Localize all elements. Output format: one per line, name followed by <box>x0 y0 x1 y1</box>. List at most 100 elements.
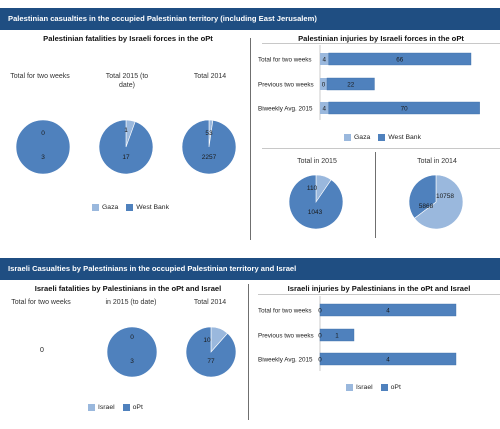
injury-totals-divider <box>375 152 376 238</box>
isr-inj-label-dark-0: 4 <box>386 307 390 314</box>
pal-fat-pie2-label: Total 2015 (to date) <box>105 73 149 89</box>
legend-swatch-dark <box>380 384 388 391</box>
section1-vertical-divider <box>250 38 251 240</box>
pal-inj-total2014-label: Total in 2014 <box>417 158 457 165</box>
legend-swatch-dark <box>126 204 134 211</box>
pal-inj-bar-dark-0 <box>328 52 472 66</box>
pal-inj-pie2014-slice-1 <box>408 174 437 219</box>
pal-fat-legend: Gaza West Bank <box>92 204 177 211</box>
pal-inj-category-2: Biweekly Avg. 2015 <box>258 106 313 113</box>
isr-fat-pie3-label: Total 2014 <box>193 299 227 306</box>
isr-inj-label-dark-2: 4 <box>386 356 390 363</box>
pal-fat-pie1-value-0: 0 <box>41 130 45 137</box>
pal-fat-pie2-value-0: 1 <box>124 127 128 134</box>
pal-fatalities-title: Palestinian fatalities by Israeli forces… <box>43 34 213 43</box>
pal-inj-pie2014-value-0: 10758 <box>436 193 454 200</box>
pal-inj-pie2014-slice-0 <box>414 174 464 230</box>
legend-israel-inj-label: Israel <box>356 384 373 391</box>
legend-opt: oPt <box>122 404 143 411</box>
pal-inj-bar-dark-2 <box>328 101 480 115</box>
isr-inj-category-1: Previous two weeks <box>258 333 314 340</box>
pal-inj-bar-light-0 <box>320 53 329 65</box>
pal-inj-total2015-label: Total in 2015 <box>297 158 337 165</box>
pal-injuries-title: Palestinian injuries by Israeli forces i… <box>298 34 464 43</box>
legend-opt-inj-label: oPt <box>390 384 401 391</box>
legend-westbank: West Bank <box>126 204 169 211</box>
isr-inj-bar-dark-2 <box>319 352 457 366</box>
pal-inj-pie2015-slice-1 <box>288 174 344 230</box>
isr-inj-legend: Israel oPt <box>346 384 409 391</box>
legend-gaza-inj-label: Gaza <box>354 134 371 141</box>
isr-inj-label-light-0: 0 <box>318 307 322 314</box>
pal-inj-label-dark-0: 66 <box>396 56 404 63</box>
legend-gaza: Gaza <box>92 204 118 211</box>
isr-inj-category-0: Total for two weeks <box>258 308 312 315</box>
legend-israel-inj: Israel <box>346 384 373 391</box>
section2-banner: Israeli Casualties by Palestinians in th… <box>0 258 500 280</box>
pal-inj-legend: Gaza West Bank <box>344 134 429 141</box>
pal-inj-category-1: Previous two weeks <box>258 82 314 89</box>
legend-gaza-label: Gaza <box>102 204 119 211</box>
legend-swatch-light <box>344 134 351 141</box>
isr-inj-bar-dark-1 <box>319 328 355 342</box>
pal-fat-pie3-slice-1 <box>181 119 237 175</box>
pal-inj-label-light-2: 4 <box>323 105 327 112</box>
legend-westbank-inj-label: West Bank <box>388 134 421 141</box>
isr-fat-pie2-label: in 2015 (to date) <box>105 299 157 306</box>
pal-fat-pie2-value-1: 17 <box>122 154 130 161</box>
isr-injuries-title: Israeli injuries by Palestinians in the … <box>287 284 471 293</box>
isr-inj-category-2: Biweekly Avg. 2015 <box>258 357 313 364</box>
pal-inj-pie2015-value-0: 110 <box>307 185 318 192</box>
section2-vertical-divider <box>248 284 249 420</box>
pal-fat-pie1-label: Total for two weeks <box>10 73 70 80</box>
legend-israel-label: Israel <box>98 404 115 411</box>
legend-swatch-dark <box>378 134 386 141</box>
legend-swatch-light <box>92 204 99 211</box>
legend-israel: Israel <box>88 404 115 411</box>
isr-fat-pie3-value-0: 10 <box>203 337 211 344</box>
isr-inj-label-light-1: 0 <box>318 332 322 339</box>
legend-westbank-label: West Bank <box>136 204 169 211</box>
isr-injuries-title-rule <box>258 294 500 295</box>
legend-swatch-light <box>346 384 353 391</box>
legend-swatch-light <box>88 404 95 411</box>
pal-inj-pie2015-value-1: 1043 <box>308 209 323 216</box>
isr-fatalities-title: Israeli fatalities by Palestinians in th… <box>34 284 222 293</box>
injuries-title-rule <box>262 43 500 44</box>
isr-inj-label-light-2: 0 <box>318 356 322 363</box>
isr-fat-pie1-zero: 0 <box>40 347 44 354</box>
pal-inj-label-dark-2: 70 <box>401 105 409 112</box>
pal-fat-pie1-slice-1 <box>15 119 71 175</box>
pal-fat-pie1-value-1: 3 <box>41 154 45 161</box>
pal-fat-pie3-value-1: 2257 <box>202 154 217 161</box>
isr-inj-label-dark-1: 1 <box>335 332 339 339</box>
legend-gaza-inj: Gaza <box>344 134 370 141</box>
isr-fat-pie2-value-1: 3 <box>130 358 134 365</box>
isr-fat-legend: Israel oPt <box>88 404 151 411</box>
pal-inj-category-0: Total for two weeks <box>258 57 312 64</box>
pal-inj-label-light-0: 4 <box>323 56 327 63</box>
legend-opt-label: oPt <box>132 404 143 411</box>
injuries-mid-rule <box>262 148 500 149</box>
isr-inj-bar-dark-0 <box>319 303 457 317</box>
pal-fat-pie2-slice-1 <box>98 119 154 175</box>
legend-westbank-inj: West Bank <box>378 134 421 141</box>
pal-inj-pie2014-value-1: 5868 <box>419 203 434 210</box>
pal-fat-pie3-value-0: 53 <box>205 130 213 137</box>
section1-banner: Palestinian casualties in the occupied P… <box>0 8 500 30</box>
isr-fat-pie2-value-0: 0 <box>130 334 134 341</box>
pal-inj-bar-light-1 <box>320 78 327 90</box>
isr-fat-pie2-slice-1 <box>106 326 158 378</box>
pal-fat-pie3-label: Total 2014 <box>193 73 227 80</box>
pal-inj-bar-dark-1 <box>326 77 375 91</box>
isr-fat-pie3-slice-1 <box>185 326 237 378</box>
pal-inj-label-dark-1: 22 <box>347 81 355 88</box>
isr-fat-pie3-value-1: 77 <box>207 358 215 365</box>
legend-swatch-dark <box>122 404 130 411</box>
legend-opt-inj: oPt <box>380 384 401 391</box>
